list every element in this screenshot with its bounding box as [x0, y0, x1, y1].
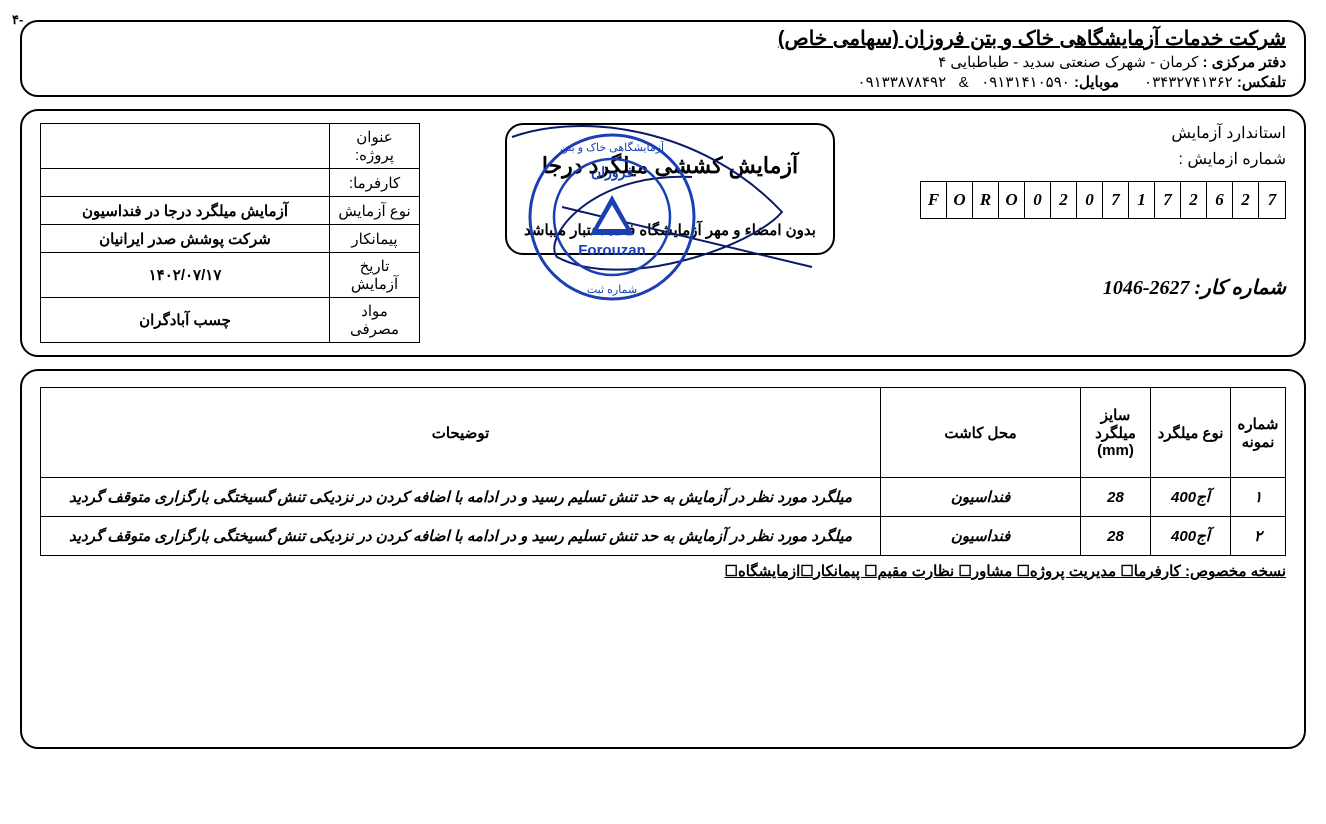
meta-table: عنوان پروژه: کارفرما: نوع آزمایش آزمایش …	[40, 123, 420, 343]
testno-label: شماره ازمایش :	[920, 149, 1286, 169]
th-desc: توضیحات	[41, 388, 881, 478]
test-title: آزمایش کششی میلگرد درجا	[523, 153, 817, 179]
mobile-and: &	[959, 74, 969, 91]
job-value: 1046-2627	[1103, 277, 1190, 299]
office-value: کرمان - شهرک صنعتی سدید - طباطبایی ۴	[938, 54, 1198, 71]
th-loc: محل کاشت	[881, 388, 1081, 478]
contact-line: تلفکس: ۰۳۴۳۲۷۴۱۳۶۲ موبایل: ۰۹۱۳۱۴۱۰۵۹۰ &…	[40, 73, 1286, 91]
cell-loc: فنداسیون	[881, 517, 1081, 556]
data-header-row: شماره نمونه نوع میلگرد سایز میلگرد (mm) …	[41, 388, 1286, 478]
meta-material-value: چسب آبادگران	[41, 298, 330, 343]
office-line: دفتر مرکزی : کرمان - شهرک صنعتی سدید - ط…	[40, 53, 1286, 71]
cell-size: 28	[1081, 478, 1151, 517]
meta-testtype-label: نوع آزمایش	[330, 197, 420, 225]
code-char: 7	[1155, 182, 1181, 218]
cell-desc: میلگرد مورد نظر در آزمایش به حد تنش تسلی…	[41, 478, 881, 517]
job-label: شماره کار:	[1195, 277, 1286, 299]
code-char: 6	[1207, 182, 1233, 218]
telfax-value: ۰۳۴۳۲۷۴۱۳۶۲	[1144, 74, 1233, 91]
data-table: شماره نمونه نوع میلگرد سایز میلگرد (mm) …	[40, 387, 1286, 556]
test-code: FORO0207172627	[920, 181, 1286, 219]
code-char: 1	[1129, 182, 1155, 218]
meta-date-label: تاریخ آزمایش	[330, 253, 420, 298]
table-row: ۱آج40028فنداسیونمیلگرد مورد نظر در آزمای…	[41, 478, 1286, 517]
th-type: نوع میلگرد	[1151, 388, 1231, 478]
code-char: 0	[1025, 182, 1051, 218]
mobile1: ۰۹۱۳۱۴۱۰۵۹۰	[981, 74, 1070, 91]
meta-contractor-label: پیمانکار	[330, 225, 420, 253]
code-char: O	[947, 182, 973, 218]
standard-label: استاندارد آزمایش	[920, 123, 1286, 143]
code-char: R	[973, 182, 999, 218]
cell-type: آج400	[1151, 517, 1231, 556]
cell-type: آج400	[1151, 478, 1231, 517]
info-panel: استاندارد آزمایش شماره ازمایش : FORO0207…	[20, 109, 1306, 357]
job-number: شماره کار: 1046-2627	[920, 275, 1286, 300]
code-char: 0	[1077, 182, 1103, 218]
mobile2: ۰۹۱۳۳۸۷۸۴۹۲	[858, 74, 947, 91]
data-panel: شماره نمونه نوع میلگرد سایز میلگرد (mm) …	[20, 369, 1306, 749]
code-char: O	[999, 182, 1025, 218]
meta-material-label: مواد مصرفی	[330, 298, 420, 343]
cell-num: ۱	[1231, 478, 1286, 517]
code-char: 7	[1259, 182, 1285, 218]
th-size: سایز میلگرد (mm)	[1081, 388, 1151, 478]
cell-desc: میلگرد مورد نظر در آزمایش به حد تنش تسلی…	[41, 517, 881, 556]
info-center-col: آزمایش کششی میلگرد درجا بدون امضاء و مهر…	[505, 123, 835, 255]
meta-row-testtype: نوع آزمایش آزمایش میلگرد درجا در فنداسیو…	[41, 197, 420, 225]
stamp-reg: شماره ثبت	[587, 284, 637, 296]
code-char: 2	[1233, 182, 1259, 218]
page-number: ۴-	[12, 12, 23, 28]
cell-size: 28	[1081, 517, 1151, 556]
meta-project-value	[41, 124, 330, 169]
meta-date-value: ۱۴۰۲/۰۷/۱۷	[41, 253, 330, 298]
meta-client-label: کارفرما:	[330, 169, 420, 197]
meta-contractor-value: شرکت پوشش صدر ایرانیان	[41, 225, 330, 253]
code-char: F	[921, 182, 947, 218]
meta-client-value	[41, 169, 330, 197]
distribution-line: نسخه مخصوص: کارفرما☐ مدیریت پروژه☐ مشاور…	[40, 562, 1286, 580]
disclaimer: بدون امضاء و مهر آزمایشگاه فاقد اعتبار م…	[523, 221, 817, 239]
code-char: 7	[1103, 182, 1129, 218]
meta-row-project: عنوان پروژه:	[41, 124, 420, 169]
info-right-col: استاندارد آزمایش شماره ازمایش : FORO0207…	[920, 123, 1286, 300]
meta-row-date: تاریخ آزمایش ۱۴۰۲/۰۷/۱۷	[41, 253, 420, 298]
office-label: دفتر مرکزی :	[1203, 54, 1286, 71]
meta-row-material: مواد مصرفی چسب آبادگران	[41, 298, 420, 343]
code-char: 2	[1051, 182, 1077, 218]
table-row: ۲آج40028فنداسیونمیلگرد مورد نظر در آزمای…	[41, 517, 1286, 556]
header-panel: شرکت خدمات آزمایشگاهی خاک و بتن فروزان (…	[20, 20, 1306, 97]
meta-project-label: عنوان پروژه:	[330, 124, 420, 169]
mobile-label: موبایل:	[1074, 74, 1119, 91]
meta-row-contractor: پیمانکار شرکت پوشش صدر ایرانیان	[41, 225, 420, 253]
cell-loc: فنداسیون	[881, 478, 1081, 517]
th-num: شماره نمونه	[1231, 388, 1286, 478]
info-left-col: عنوان پروژه: کارفرما: نوع آزمایش آزمایش …	[40, 123, 420, 343]
meta-row-client: کارفرما:	[41, 169, 420, 197]
cell-num: ۲	[1231, 517, 1286, 556]
code-char: 2	[1181, 182, 1207, 218]
telfax-label: تلفکس:	[1237, 74, 1286, 91]
company-name: شرکت خدمات آزمایشگاهی خاک و بتن فروزان (…	[40, 26, 1286, 51]
meta-testtype-value: آزمایش میلگرد درجا در فنداسیون	[41, 197, 330, 225]
